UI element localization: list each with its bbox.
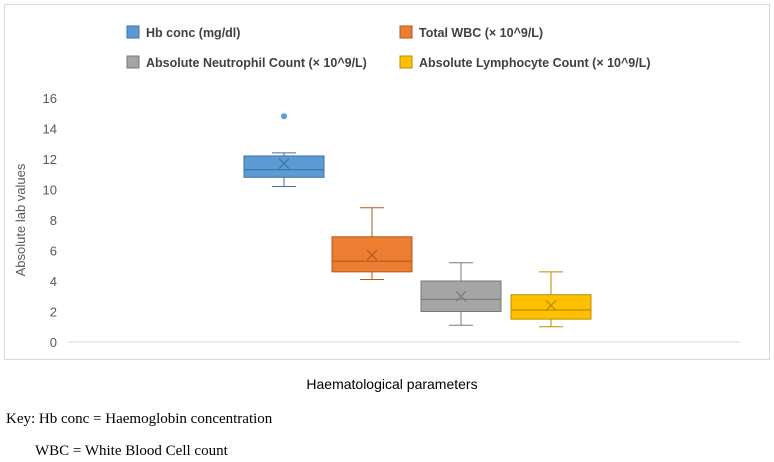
y-tick-label: 2 <box>50 305 57 320</box>
mean-marker <box>545 299 557 311</box>
y-tick-label: 16 <box>43 91 57 106</box>
legend-swatch <box>126 55 140 69</box>
legend-entry: Hb conc (mg/dl) <box>126 25 240 40</box>
legend-swatch <box>399 25 413 39</box>
box-group <box>243 113 325 187</box>
x-axis-label: Haematological parameters <box>306 376 477 392</box>
box-iqr <box>243 155 325 178</box>
box-group <box>510 271 592 328</box>
y-axis: 0 2 4 6 8 10 12 14 16 <box>43 91 57 350</box>
legend-label: Absolute Neutrophil Count (× 10^9/L) <box>146 56 367 70</box>
y-tick-label: 14 <box>43 122 57 137</box>
legend-entry: Total WBC (× 10^9/L) <box>399 25 543 40</box>
legend-swatch <box>399 55 413 69</box>
box-group <box>331 207 413 280</box>
box-iqr <box>510 294 592 320</box>
y-tick-label: 8 <box>50 213 57 228</box>
legend-label: Total WBC (× 10^9/L) <box>419 26 543 40</box>
chart-frame <box>4 4 770 360</box>
key-line-hb: Key: Hb conc = Haemoglobin concentration <box>6 411 273 427</box>
y-tick-label: 12 <box>43 152 57 167</box>
y-axis-label: Absolute lab values <box>13 163 28 276</box>
y-tick-label: 0 <box>50 335 57 350</box>
mean-marker <box>366 249 378 261</box>
legend-swatch <box>126 25 140 39</box>
mean-marker <box>278 158 290 169</box>
legend-entry: Absolute Lymphocyte Count (× 10^9/L) <box>399 55 651 70</box>
legend-label: Hb conc (mg/dl) <box>146 26 240 40</box>
outlier-point <box>281 113 287 120</box>
mean-marker <box>455 290 467 302</box>
y-tick-label: 4 <box>50 274 57 289</box>
box-group <box>420 262 502 326</box>
y-tick-label: 10 <box>43 183 57 198</box>
key-line-wbc: WBC = White Blood Cell count <box>35 443 228 459</box>
legend: Hb conc (mg/dl) Total WBC (× 10^9/L) Absol… <box>126 25 651 70</box>
legend-label: Absolute Lymphocyte Count (× 10^9/L) <box>419 56 651 70</box>
y-tick-label: 6 <box>50 244 57 259</box>
legend-entry: Absolute Neutrophil Count (× 10^9/L) <box>126 55 367 70</box>
box-series <box>243 113 592 328</box>
